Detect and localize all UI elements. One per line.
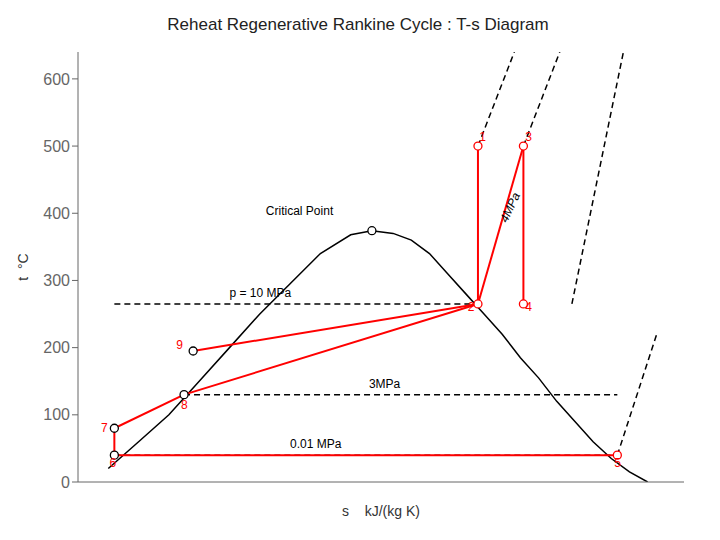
svg-text:7: 7 <box>101 421 108 435</box>
svg-text:s kJ/(kg K): s kJ/(kg K) <box>342 503 420 519</box>
svg-text:0: 0 <box>61 474 70 491</box>
svg-text:9: 9 <box>176 338 183 352</box>
svg-text:600: 600 <box>43 71 70 88</box>
svg-text:200: 200 <box>43 339 70 356</box>
svg-text:t °C: t °C <box>15 253 31 280</box>
svg-text:1: 1 <box>479 130 486 144</box>
svg-text:300: 300 <box>43 272 70 289</box>
svg-text:6: 6 <box>110 456 117 470</box>
svg-text:500: 500 <box>43 138 70 155</box>
svg-text:4MPa: 4MPa <box>497 190 523 225</box>
svg-text:0.01 MPa: 0.01 MPa <box>290 437 342 451</box>
html-text:Reheat Regenerative Rankine Cy: Reheat Regenerative Rankine Cycle : T-s … <box>167 15 549 34</box>
svg-text:8: 8 <box>181 398 188 412</box>
svg-text:Critical Point: Critical Point <box>266 204 334 218</box>
svg-text:3MPa: 3MPa <box>369 377 401 391</box>
svg-text:100: 100 <box>43 406 70 423</box>
svg-text:2: 2 <box>468 300 475 314</box>
svg-text:5: 5 <box>614 456 621 470</box>
svg-text:3: 3 <box>525 130 532 144</box>
svg-text:p = 10 MPa: p = 10 MPa <box>230 286 292 300</box>
svg-text:4: 4 <box>525 300 532 314</box>
svg-text:400: 400 <box>43 205 70 222</box>
